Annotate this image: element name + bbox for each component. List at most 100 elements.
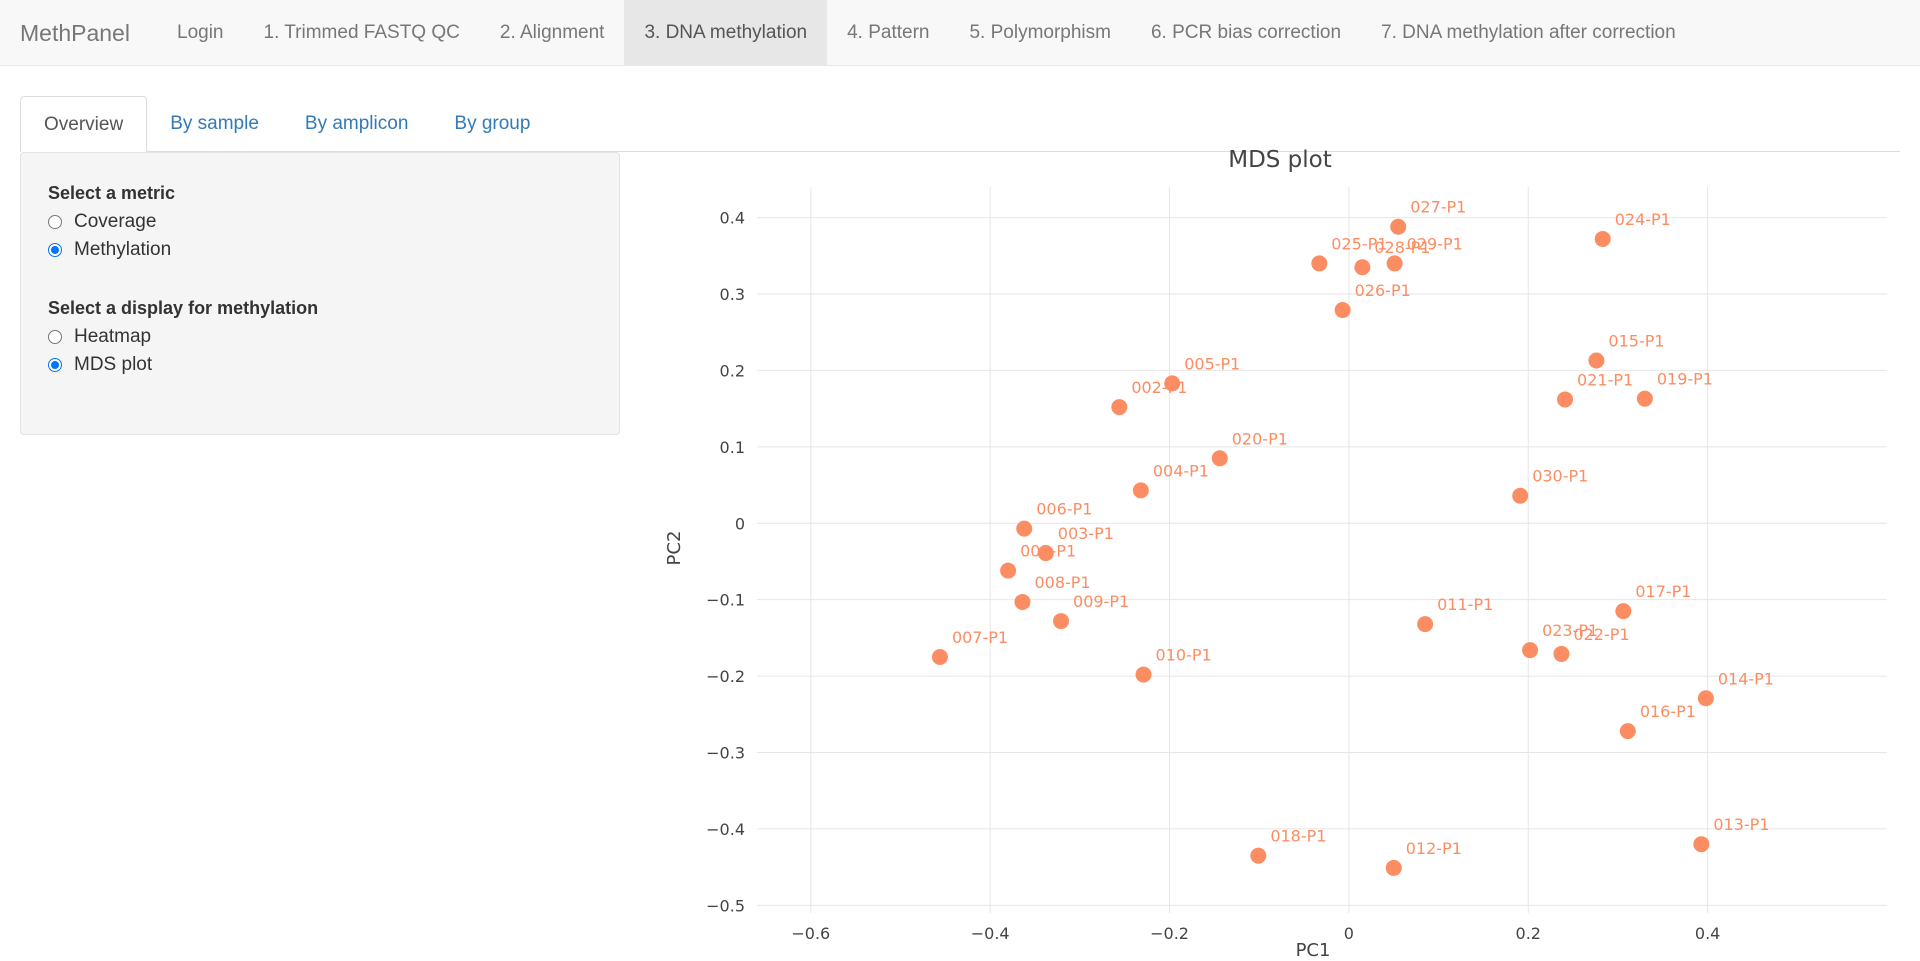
mds-plot-svg[interactable]: −0.6 −0.4 −0.2 0 0.2 0.4 0.4 0.3 0.2 0.1 0 −0.1 −0.2… <box>660 140 1920 961</box>
metric-option-coverage[interactable]: Coverage <box>48 209 156 235</box>
brand-logo[interactable]: MethPanel <box>20 20 130 46</box>
data-point[interactable] <box>1522 642 1539 659</box>
mds-plot-area[interactable]: −0.6 −0.4 −0.2 0 0.2 0.4 0.4 0.3 0.2 0.1 0 −0.1 −0.2… <box>660 140 1920 961</box>
overview-tabs: Overview By sample By amplicon By group <box>20 96 1900 152</box>
data-point[interactable] <box>1619 723 1636 740</box>
data-point[interactable] <box>1132 482 1149 499</box>
data-point-label: 028-P1 <box>1374 238 1430 257</box>
data-point-label: 027-P1 <box>1410 198 1466 217</box>
data-point[interactable] <box>1557 391 1574 408</box>
data-point-label: 024-P1 <box>1615 210 1671 229</box>
tab-by-amplicon[interactable]: By amplicon <box>304 113 409 134</box>
data-point-label: 018-P1 <box>1270 827 1326 846</box>
data-point-label: 015-P1 <box>1608 331 1664 350</box>
data-point-label: 017-P1 <box>1635 582 1691 601</box>
data-point-label: 030-P1 <box>1532 467 1588 486</box>
data-point[interactable] <box>1111 399 1128 416</box>
data-point[interactable] <box>931 648 948 665</box>
data-point[interactable] <box>1037 545 1054 562</box>
data-point[interactable] <box>1016 520 1033 537</box>
radio-mds-plot[interactable] <box>48 358 62 372</box>
data-point-label: 014-P1 <box>1718 669 1774 688</box>
radio-methylation[interactable] <box>48 243 62 257</box>
y-tick-label: −0.3 <box>706 744 745 763</box>
option-label: Coverage <box>74 211 157 232</box>
data-point[interactable] <box>1311 255 1328 272</box>
data-point[interactable] <box>1164 375 1181 392</box>
data-point[interactable] <box>1211 450 1228 467</box>
data-point[interactable] <box>1250 847 1267 864</box>
data-point[interactable] <box>1385 859 1402 876</box>
data-point[interactable] <box>1636 390 1653 407</box>
y-tick-label: 0.1 <box>720 438 745 457</box>
nav-alignment[interactable]: 2. Alignment <box>499 22 605 43</box>
y-tick-label: −0.5 <box>706 896 745 915</box>
data-point[interactable] <box>1386 255 1403 272</box>
data-point[interactable] <box>1693 836 1710 853</box>
display-group-label: Select a display for methylation <box>48 298 319 318</box>
nav-links: Login 1. Trimmed FASTQ QC 2. Alignment 3… <box>157 0 1696 66</box>
data-point[interactable] <box>1053 613 1070 630</box>
data-point-label: 003-P1 <box>1058 524 1114 543</box>
display-option-heatmap[interactable]: Heatmap <box>48 324 151 350</box>
data-point[interactable] <box>1615 603 1632 620</box>
radio-coverage[interactable] <box>48 215 62 229</box>
data-point-label: 016-P1 <box>1640 702 1696 721</box>
data-point[interactable] <box>1390 218 1407 235</box>
data-point-label: 006-P1 <box>1036 500 1092 519</box>
y-axis-title: PC2 <box>664 531 685 566</box>
data-point[interactable] <box>1014 593 1031 610</box>
sidebar-panel: Select a metric Coverage Methylation Sel… <box>20 152 620 435</box>
x-tick-label: 0.4 <box>1695 924 1720 943</box>
x-tick-label: −0.2 <box>1150 924 1189 943</box>
x-tick-label: 0 <box>1344 924 1354 943</box>
nav-dna-methylation[interactable]: 3. DNA methylation <box>624 0 828 66</box>
x-tick-label: −0.4 <box>971 924 1010 943</box>
option-label: Heatmap <box>74 326 152 347</box>
data-point[interactable] <box>1588 352 1605 369</box>
tab-overview[interactable]: Overview <box>20 96 148 152</box>
nav-pattern[interactable]: 4. Pattern <box>847 22 930 43</box>
nav-dna-methylation-after-correction[interactable]: 7. DNA methylation after correction <box>1381 22 1676 43</box>
data-point-label: 029-P1 <box>1407 234 1463 253</box>
data-point-label: 025-P1 <box>1331 234 1387 253</box>
data-point-label: 020-P1 <box>1232 429 1288 448</box>
y-tick-label: −0.2 <box>706 667 745 686</box>
y-tick-label: 0.3 <box>720 285 745 304</box>
nav-login[interactable]: Login <box>177 22 224 43</box>
plot-title: MDS plot <box>1228 147 1332 173</box>
data-point[interactable] <box>1354 259 1371 276</box>
data-point-label: 021-P1 <box>1577 370 1633 389</box>
radio-heatmap[interactable] <box>48 330 62 344</box>
data-point-label: 019-P1 <box>1657 370 1713 389</box>
data-point-label: 010-P1 <box>1156 646 1212 665</box>
tick-labels: −0.6 −0.4 −0.2 0 0.2 0.4 0.4 0.3 0.2 0.1 0 −0.1 −0.2… <box>706 209 1720 943</box>
data-point-label: 005-P1 <box>1184 354 1240 373</box>
data-point-label: 001-P1 <box>1020 542 1076 561</box>
option-label: Methylation <box>74 239 172 260</box>
tab-by-sample[interactable]: By sample <box>170 113 259 134</box>
nav-trimmed-fastq-qc[interactable]: 1. Trimmed FASTQ QC <box>263 22 460 43</box>
data-point[interactable] <box>1512 487 1529 504</box>
metric-option-methylation[interactable]: Methylation <box>48 237 171 263</box>
data-point[interactable] <box>1334 302 1351 319</box>
data-point[interactable] <box>1135 666 1152 683</box>
data-point-label: 026-P1 <box>1355 281 1411 300</box>
data-point[interactable] <box>1553 645 1570 662</box>
y-tick-label: 0 <box>735 514 745 533</box>
data-point[interactable] <box>1417 616 1434 633</box>
nav-pcr-bias-correction[interactable]: 6. PCR bias correction <box>1150 22 1342 43</box>
display-option-mds-plot[interactable]: MDS plot <box>48 352 152 378</box>
data-point-label: 022-P1 <box>1573 625 1629 644</box>
data-point[interactable] <box>1594 230 1611 247</box>
nav-polymorphism[interactable]: 5. Polymorphism <box>969 22 1111 43</box>
metric-group-label: Select a metric <box>48 183 176 203</box>
data-point[interactable] <box>1000 562 1017 579</box>
grid-lines <box>757 187 1887 913</box>
tab-by-group[interactable]: By group <box>454 113 531 134</box>
x-tick-label: 0.2 <box>1516 924 1541 943</box>
data-point[interactable] <box>1697 690 1714 707</box>
data-point-label: 011-P1 <box>1437 595 1493 614</box>
data-point-label: 008-P1 <box>1034 573 1090 592</box>
